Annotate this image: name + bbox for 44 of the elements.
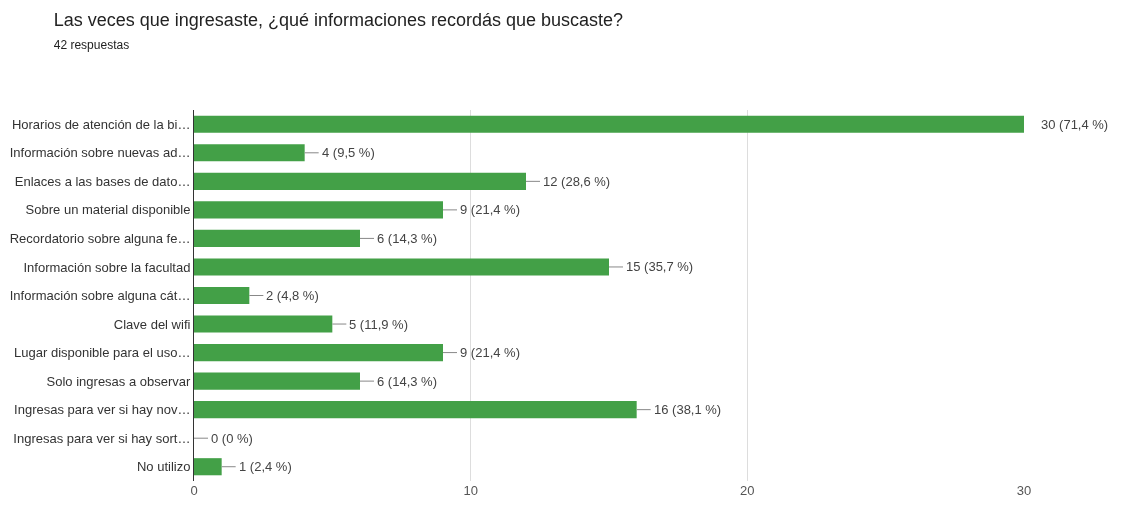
bar	[194, 144, 305, 162]
bar	[194, 172, 526, 190]
y-tick-label: Información sobre la facultad	[23, 259, 191, 275]
data-label: 2 (4,8 %)	[266, 288, 319, 303]
bar	[194, 258, 609, 276]
data-label: 6 (14,3 %)	[377, 231, 437, 246]
text: 42 respuestas	[53, 37, 130, 52]
chart-title: Las veces que ingresaste, ¿qué informaciones recordás que buscaste?	[53, 9, 624, 30]
bar	[194, 458, 222, 476]
data-label: 9 (21,4 %)	[460, 345, 520, 360]
data-label: 9 (21,4 %)	[460, 202, 520, 217]
bar	[194, 201, 443, 219]
data-label: 6 (14,3 %)	[377, 374, 437, 389]
data-label: 15 (35,7 %)	[626, 259, 694, 274]
data-label: 12 (28,6 %)	[543, 174, 611, 189]
x-tick-label: 10	[463, 483, 478, 498]
data-label: 4 (9,5 %)	[322, 145, 375, 160]
bar	[194, 115, 1024, 133]
bar	[194, 344, 443, 362]
y-tick-label: Horarios de atención de la bi…	[11, 116, 191, 132]
x-tick-label: 0	[190, 483, 198, 498]
data-label: 0 (0 %)	[211, 431, 253, 446]
y-tick-label: Enlaces a las bases de dato…	[14, 173, 191, 189]
y-tick-label: Solo ingresas a observar	[46, 373, 192, 389]
y-tick-label: Recordatorio sobre alguna fe…	[9, 230, 191, 246]
bar	[194, 315, 333, 333]
y-tick-label: No utilizo	[136, 459, 191, 475]
x-tick-label: 20	[740, 483, 755, 498]
x-tick-label: 30	[1016, 483, 1032, 498]
bar	[194, 286, 250, 305]
y-tick-label: Ingresas para ver si hay sort…	[13, 430, 191, 446]
bar	[194, 401, 637, 419]
data-label: 30 (71,4 %)	[1041, 117, 1109, 132]
bar	[194, 372, 360, 390]
data-label: 5 (11,9 %)	[349, 317, 409, 332]
y-tick-label: Ingresas para ver si hay nov…	[14, 402, 191, 418]
bar	[194, 229, 360, 247]
y-tick-label: Clave del wifi	[113, 316, 191, 332]
data-label: 16 (38,1 %)	[654, 402, 722, 417]
y-tick-label: Información sobre nuevas ad…	[9, 145, 191, 161]
y-tick-label: Sobre un material disponible	[25, 202, 191, 218]
y-tick-label: Lugar disponible para el uso…	[14, 345, 191, 361]
data-label: 1 (2,4 %)	[239, 459, 292, 474]
y-tick-label: Información sobre alguna cát…	[9, 288, 191, 304]
